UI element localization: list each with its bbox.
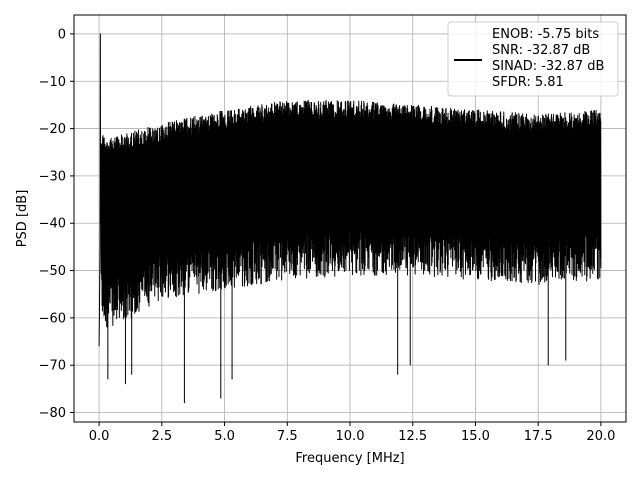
legend-entry-sinad: SINAD: -32.87 dB (492, 59, 604, 74)
x-axis-label: Frequency [MHz] (295, 451, 404, 466)
y-tick-label: 0 (58, 27, 66, 42)
y-axis-label: PSD [dB] (15, 190, 30, 248)
y-tick-label: −70 (39, 359, 66, 374)
plot-area (98, 33, 602, 404)
legend-entry-enob: ENOB: -5.75 bits (492, 27, 599, 42)
legend-entry-snr: SNR: -32.87 dB (492, 43, 590, 58)
x-tick-label: 15.0 (461, 429, 490, 444)
psd-series-line (98, 33, 602, 404)
y-tick-label: −40 (39, 217, 66, 232)
y-tick-label: −60 (39, 311, 66, 326)
x-axis-ticks: 0.0 2.5 5.0 7.5 10.0 12.5 15.0 17.5 20.0 (89, 422, 615, 444)
y-tick-label: −30 (39, 169, 66, 184)
x-tick-label: 7.5 (277, 429, 298, 444)
x-tick-label: 12.5 (398, 429, 427, 444)
y-axis-ticks: 0 −10 −20 −30 −40 −50 −60 −70 −80 (39, 27, 74, 421)
legend-entry-sfdr: SFDR: 5.81 (492, 75, 564, 90)
x-tick-label: 2.5 (151, 429, 172, 444)
legend: ENOB: -5.75 bits SNR: -32.87 dB SINAD: -… (447, 21, 619, 97)
y-tick-label: −20 (39, 122, 66, 137)
legend-box (447, 21, 619, 97)
x-tick-label: 10.0 (336, 429, 365, 444)
x-tick-label: 5.0 (214, 429, 235, 444)
x-tick-label: 20.0 (586, 429, 615, 444)
y-tick-label: −50 (39, 264, 66, 279)
y-tick-label: −10 (39, 75, 66, 90)
x-tick-label: 0.0 (89, 429, 110, 444)
x-tick-label: 17.5 (524, 429, 553, 444)
y-tick-label: −80 (39, 406, 66, 421)
